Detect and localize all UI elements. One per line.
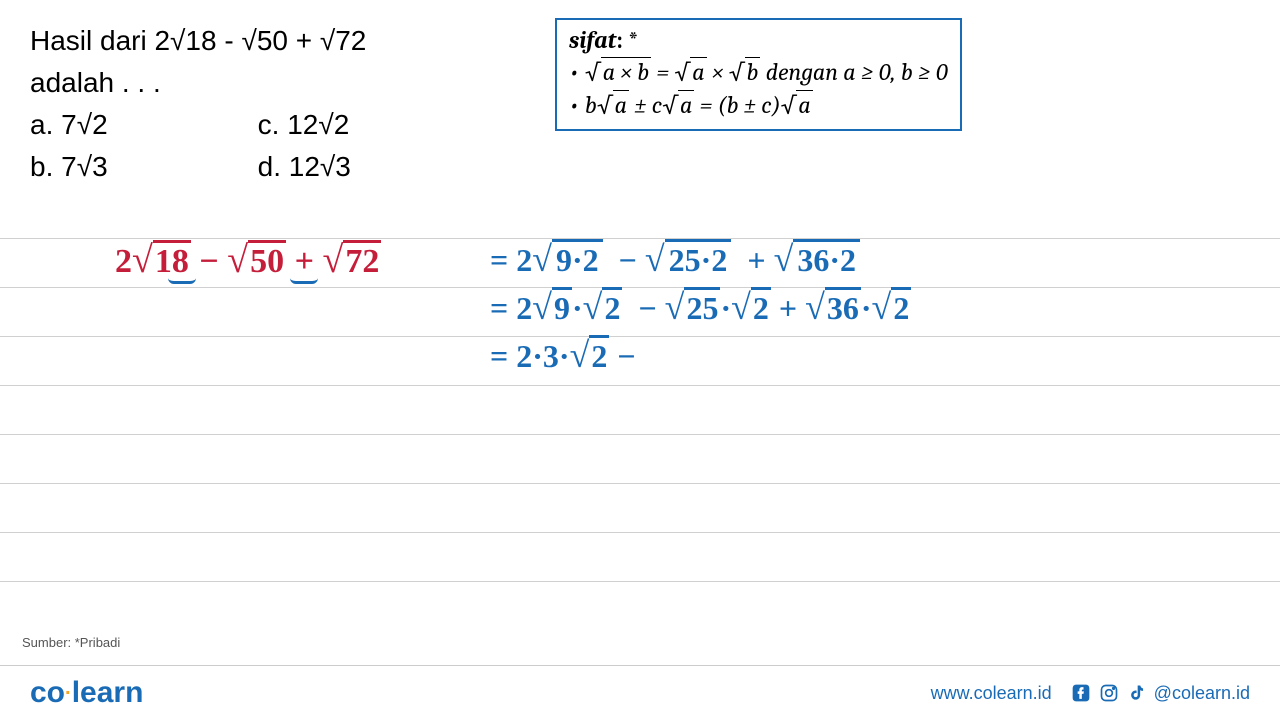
- underline-mark-2: [290, 278, 318, 284]
- website-link[interactable]: www.colearn.id: [931, 683, 1052, 704]
- logo-co: co: [30, 676, 65, 709]
- instagram-icon[interactable]: [1098, 682, 1120, 704]
- logo: co·learn: [30, 676, 143, 710]
- option-a: a. 7√2: [30, 104, 108, 146]
- source-label: Sumber: *Pribadi: [22, 635, 120, 650]
- facebook-icon[interactable]: [1070, 682, 1092, 704]
- option-c: c. 12√2: [258, 104, 351, 146]
- logo-dot: ·: [65, 683, 72, 705]
- sifat-box: sifat: * • √a × b = √a × √b dengan a ≥ 0…: [555, 18, 962, 131]
- handwriting-blue-line3: = 2·3·√2 −: [490, 334, 636, 376]
- sifat-rule-2: • b√a ± c√a = (b ± c)√a: [569, 89, 948, 121]
- footer: co·learn www.colearn.id @colearn.id: [0, 665, 1280, 720]
- footer-right: www.colearn.id @colearn.id: [931, 682, 1250, 704]
- handwriting-red-expression: 2√18 − √50 + √72: [115, 238, 381, 282]
- tiktok-icon[interactable]: [1126, 682, 1148, 704]
- logo-learn: learn: [72, 676, 144, 709]
- underline-mark-1: [168, 278, 196, 284]
- option-b: b. 7√3: [30, 146, 108, 188]
- social-handle: @colearn.id: [1154, 683, 1250, 704]
- option-d: d. 12√3: [258, 146, 351, 188]
- social-links: @colearn.id: [1070, 682, 1250, 704]
- handwriting-blue-line1: = 2√9·2 − √25·2 + √36·2: [490, 238, 860, 280]
- sifat-rule-1: • √a × b = √a × √b dengan a ≥ 0, b ≥ 0: [569, 56, 948, 88]
- sifat-title: sifat: *: [569, 24, 948, 56]
- handwriting-blue-line2: = 2√9·√2 − √25·√2 + √36·√2: [490, 286, 911, 328]
